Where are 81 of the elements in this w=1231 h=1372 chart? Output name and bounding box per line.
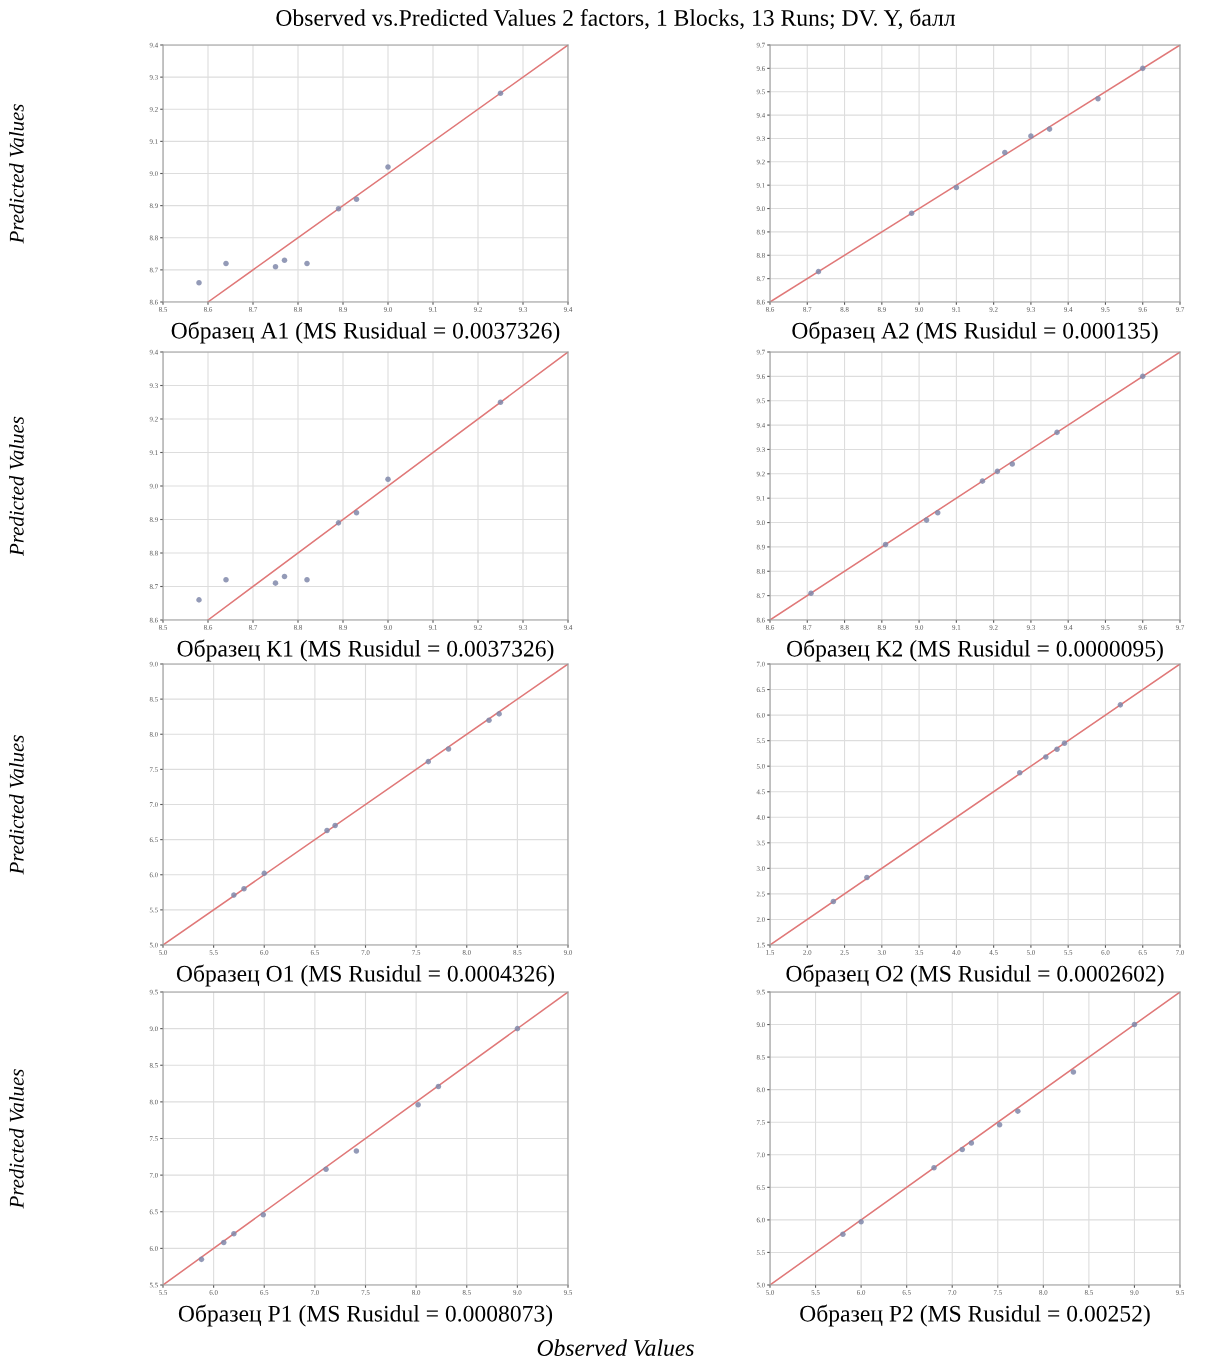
point [830,898,837,905]
point [1117,702,1124,708]
point [953,184,960,191]
point [353,196,360,202]
point [415,1102,421,1108]
point [1028,133,1034,139]
point [196,597,202,603]
point [923,517,930,523]
point [1095,95,1101,102]
point [968,1140,975,1146]
point [425,758,432,765]
point [514,1025,521,1032]
point [272,580,279,586]
x-axis-title: Образец Р1 (MS Rusidul = 0.0008073) [178,1304,553,1327]
point [324,827,330,834]
point [335,206,342,212]
x-axis-title: Образец А2 (MS Rusidul = 0.000135) [792,321,1158,344]
point [1054,746,1060,753]
point [908,210,915,216]
point [496,711,502,717]
point [385,476,391,483]
point [840,1231,846,1237]
point [1054,429,1060,436]
text: Observed vs.Predicted Values 2 factors, 1 Blocks, 13 Runs; DV. Y, балл [276,8,956,30]
y-axis-title: Predicted Values [9,1069,24,1209]
point [196,279,202,286]
point [304,260,310,267]
point [220,1239,227,1246]
point [335,520,342,526]
point [1009,461,1016,467]
point [1070,1069,1077,1075]
y-axis-title: Predicted Values [9,104,24,244]
point [261,870,268,877]
point [385,164,391,170]
point [353,1148,360,1154]
point [223,577,229,583]
point [353,510,360,516]
point [272,263,279,270]
x-axis-title: Образец Р2 (MS Rusidul = 0.00252) [800,1304,1150,1327]
point [445,746,452,752]
point [1046,126,1053,132]
point [931,1165,937,1171]
point [260,1211,267,1218]
point [994,468,1001,475]
text: Observed Values [537,1339,694,1357]
point [486,717,492,723]
point [1043,754,1049,760]
point [497,90,504,96]
point [332,822,338,829]
point [996,1122,1003,1128]
point [1015,1108,1021,1114]
point [979,478,986,484]
x-axis-title: Образец А1 (MS Rusidual = 0.0037326) [171,321,560,344]
point [1139,373,1146,380]
point [223,260,229,267]
y-axis-title: Predicted Values [9,735,24,875]
x-axis-title: Образец О1 (MS Rusidul = 0.0004326) [176,964,555,987]
point [858,1219,864,1225]
x-axis-title: Образец К2 (MS Rusidul = 0.0000095) [787,639,1163,662]
point [323,1166,329,1173]
point [815,268,822,275]
y-axis-title: Predicted Values [9,416,24,557]
point [1002,149,1008,156]
point [1016,770,1023,776]
point [241,886,247,892]
point [231,892,237,898]
point [959,1146,966,1153]
point [198,1256,205,1263]
point [497,399,504,406]
point [1139,65,1146,72]
point [864,874,870,881]
x-axis-title: Образец К1 (MS Rusidul = 0.0037326) [177,639,554,662]
point [435,1083,442,1090]
point [1131,1021,1138,1028]
point [808,590,814,596]
point [304,577,310,583]
point [1061,740,1068,746]
point [281,257,288,264]
point [934,510,941,516]
point [231,1230,237,1237]
x-axis-title: Образец О2 (MS Rusidul = 0.0002602) [786,964,1164,987]
